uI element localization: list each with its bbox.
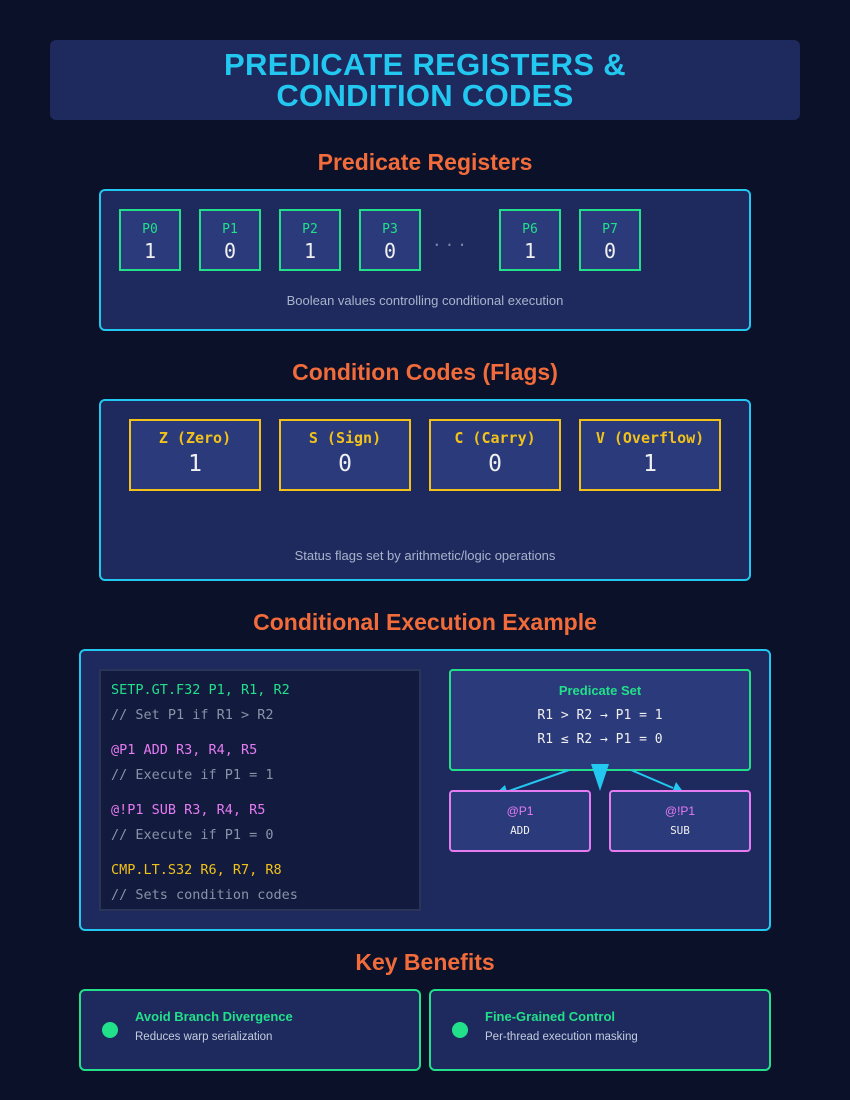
register-value: 0 (603, 239, 617, 263)
predicate-set-false-line: R1 ≤ R2 → P1 = 0 (537, 732, 663, 747)
condition-codes-panel: Z (Zero) 1 S (Sign) 0 C (Carry) 0 V (Ove… (99, 399, 751, 581)
example-heading: Conditional Execution Example (253, 609, 597, 635)
register-name: P0 (142, 222, 158, 237)
predicate-register-p6: P6 1 (499, 209, 561, 271)
code-comment: // Set P1 if R1 > R2 (111, 707, 274, 723)
predicate-registers-caption: Boolean values controlling conditional e… (286, 293, 564, 308)
register-value: 1 (303, 239, 317, 263)
code-line: @P1 ADD R3, R4, R5 (111, 742, 258, 758)
flag-value: 0 (338, 451, 352, 477)
register-value: 1 (523, 239, 537, 263)
register-name: P6 (522, 222, 538, 237)
example-panel: SETP.GT.F32 P1, R1, R2 // Set P1 if R1 >… (79, 649, 771, 931)
predicate-register-p7: P7 0 (579, 209, 641, 271)
flag-carry: C (Carry) 0 (429, 419, 561, 491)
arrow-to-not-p1 (630, 769, 674, 789)
predicate-register-p2: P2 1 (279, 209, 341, 271)
predicate-register-p1: P1 0 (199, 209, 261, 271)
flag-name: C (Carry) (454, 429, 536, 447)
code-line: CMP.LT.S32 R6, R7, R8 (111, 862, 282, 878)
condition-codes-caption: Status flags set by arithmetic/logic ope… (294, 548, 556, 563)
predicate-set-true-line: R1 > R2 → P1 = 1 (537, 708, 663, 723)
condition-codes-heading: Condition Codes (Flags) (292, 359, 558, 385)
code-comment: // Execute if P1 = 1 (111, 767, 274, 783)
register-name: P7 (602, 222, 618, 237)
code-comment: // Sets condition codes (111, 887, 298, 903)
benefit-title: Fine-Grained Control (485, 1009, 615, 1024)
predicate-set-box: Predicate Set R1 > R2 → P1 = 1 R1 ≤ R2 →… (449, 669, 751, 771)
benefit-description: Reduces warp serialization (135, 1031, 273, 1043)
code-line: @!P1 SUB R3, R4, R5 (111, 802, 266, 818)
predicate-registers-panel: P0 1 P1 0 P2 1 P3 0 ... P6 1 P7 0 Boolea… (99, 189, 751, 331)
predicate-register-p0: P0 1 (119, 209, 181, 271)
branch-p1-label: @P1 (506, 804, 534, 818)
title-banner: PREDICATE REGISTERS & CONDITION CODES (50, 40, 800, 120)
flag-value: 1 (188, 451, 202, 477)
register-name: P3 (382, 222, 398, 237)
flag-name: Z (Zero) (158, 429, 232, 447)
branch-p1-op: ADD (510, 824, 530, 837)
register-name: P2 (302, 222, 318, 237)
branch-not-p1-op: SUB (670, 824, 690, 837)
branch-not-p1-label: @!P1 (664, 804, 696, 818)
code-line: SETP.GT.F32 P1, R1, R2 (111, 682, 290, 698)
flag-name: S (Sign) (308, 429, 382, 447)
benefits-heading: Key Benefits (355, 949, 495, 975)
green-dot-icon (452, 1022, 468, 1038)
predicate-register-p3: P3 0 (359, 209, 421, 271)
register-value: 0 (383, 239, 397, 263)
benefit-card-divergence: Avoid Branch Divergence Reduces warp ser… (79, 989, 421, 1071)
flag-sign: S (Sign) 0 (279, 419, 411, 491)
title-line-2: CONDITION CODES (276, 78, 574, 113)
benefit-description: Per-thread execution masking (485, 1031, 638, 1043)
code-comment: // Execute if P1 = 0 (111, 827, 274, 843)
predicate-registers-heading: Predicate Registers (317, 149, 533, 175)
branch-p1-box: @P1 ADD (449, 790, 591, 852)
benefit-card-control: Fine-Grained Control Per-thread executio… (429, 989, 771, 1071)
flag-value: 1 (643, 451, 657, 477)
arrow-to-p1 (502, 769, 570, 794)
flag-name: V (Overflow) (595, 429, 705, 447)
flag-zero: Z (Zero) 1 (129, 419, 261, 491)
green-dot-icon (102, 1022, 118, 1038)
register-ellipsis: ... (432, 231, 470, 250)
arrowhead-center (591, 764, 609, 791)
flag-value: 0 (488, 451, 502, 477)
branch-not-p1-box: @!P1 SUB (609, 790, 751, 852)
register-value: 1 (143, 239, 157, 263)
predicate-set-title: Predicate Set (558, 683, 642, 698)
flag-overflow: V (Overflow) 1 (579, 419, 721, 491)
register-name: P1 (222, 222, 238, 237)
benefit-title: Avoid Branch Divergence (135, 1009, 293, 1024)
register-value: 0 (223, 239, 237, 263)
page-title: PREDICATE REGISTERS & CONDITION CODES (224, 49, 626, 111)
code-listing: SETP.GT.F32 P1, R1, R2 // Set P1 if R1 >… (99, 669, 421, 911)
title-line-1: PREDICATE REGISTERS & (224, 47, 626, 82)
